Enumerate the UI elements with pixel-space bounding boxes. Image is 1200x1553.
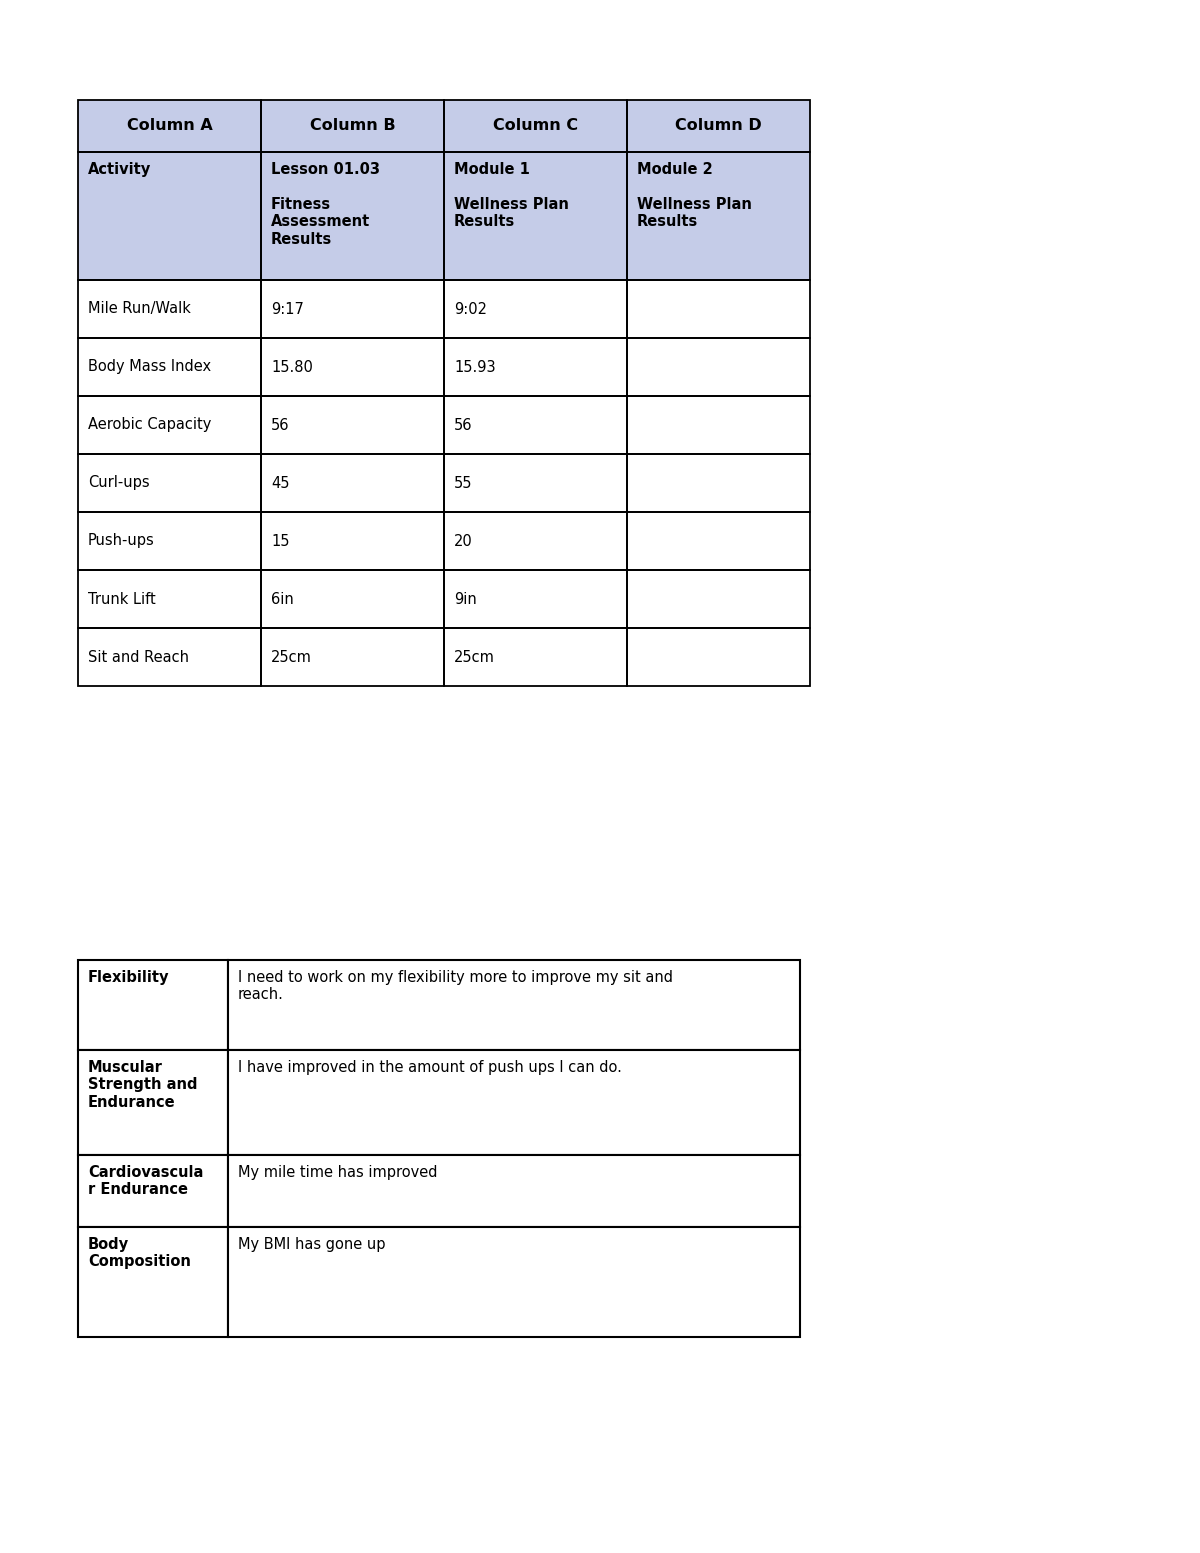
Bar (628, 99, 810, 152)
Bar (262, 453, 444, 512)
Bar (78, 453, 262, 512)
Text: Push-ups: Push-ups (88, 534, 155, 548)
Bar (262, 99, 444, 152)
Text: 9:02: 9:02 (454, 301, 487, 317)
Text: 6in: 6in (271, 592, 294, 607)
Bar (78, 152, 262, 280)
Bar (78, 1155, 228, 1227)
Text: 56: 56 (271, 418, 289, 432)
Bar (628, 627, 810, 686)
Text: Column B: Column B (310, 118, 395, 134)
Bar (262, 396, 444, 453)
Text: Sit and Reach: Sit and Reach (88, 649, 190, 665)
Text: Column A: Column A (127, 118, 212, 134)
Bar (628, 512, 810, 570)
Bar (78, 570, 262, 627)
Text: Muscular
Strength and
Endurance: Muscular Strength and Endurance (88, 1061, 198, 1110)
Bar (444, 570, 628, 627)
Bar (262, 627, 444, 686)
Text: Column C: Column C (493, 118, 578, 134)
Text: 15: 15 (271, 534, 289, 548)
Text: Body
Composition: Body Composition (88, 1238, 191, 1269)
Text: Trunk Lift: Trunk Lift (88, 592, 156, 607)
Bar (228, 1050, 800, 1155)
Text: Aerobic Capacity: Aerobic Capacity (88, 418, 211, 432)
Text: Mile Run/Walk: Mile Run/Walk (88, 301, 191, 317)
Bar (628, 280, 810, 339)
Bar (262, 152, 444, 280)
Bar (78, 339, 262, 396)
Text: 45: 45 (271, 475, 289, 491)
Text: Activity: Activity (88, 162, 151, 177)
Text: Column D: Column D (676, 118, 762, 134)
Bar (262, 339, 444, 396)
Text: 15.80: 15.80 (271, 359, 313, 374)
Bar (78, 960, 228, 1050)
Bar (228, 1155, 800, 1227)
Bar (78, 1227, 228, 1337)
Bar (444, 280, 628, 339)
Bar (228, 960, 800, 1050)
Bar (78, 396, 262, 453)
Bar (444, 396, 628, 453)
Bar (628, 152, 810, 280)
Bar (444, 99, 628, 152)
Bar (628, 570, 810, 627)
Bar (444, 99, 628, 152)
Text: 20: 20 (454, 534, 473, 548)
Bar (262, 570, 444, 627)
Text: I need to work on my flexibility more to improve my sit and
reach.: I need to work on my flexibility more to… (238, 971, 673, 1002)
Bar (628, 339, 810, 396)
Bar (78, 99, 262, 152)
Text: Cardiovascula
r Endurance: Cardiovascula r Endurance (88, 1165, 203, 1197)
Bar (78, 99, 262, 152)
Text: 9in: 9in (454, 592, 476, 607)
Bar (628, 396, 810, 453)
Text: My BMI has gone up: My BMI has gone up (238, 1238, 385, 1252)
Bar (262, 280, 444, 339)
Bar (262, 512, 444, 570)
Text: Curl-ups: Curl-ups (88, 475, 150, 491)
Bar (444, 339, 628, 396)
Text: Lesson 01.03

Fitness
Assessment
Results: Lesson 01.03 Fitness Assessment Results (271, 162, 380, 247)
Bar (444, 627, 628, 686)
Text: Module 1

Wellness Plan
Results: Module 1 Wellness Plan Results (454, 162, 569, 230)
Text: 56: 56 (454, 418, 473, 432)
Bar (444, 512, 628, 570)
Text: 15.93: 15.93 (454, 359, 496, 374)
Bar (262, 152, 444, 280)
Text: Flexibility: Flexibility (88, 971, 169, 985)
Bar (228, 1227, 800, 1337)
Bar (628, 99, 810, 152)
Bar (444, 453, 628, 512)
Text: 25cm: 25cm (454, 649, 494, 665)
Text: My mile time has improved: My mile time has improved (238, 1165, 438, 1180)
Bar (444, 152, 628, 280)
Bar (78, 1050, 228, 1155)
Bar (628, 453, 810, 512)
Bar (78, 627, 262, 686)
Bar (78, 152, 262, 280)
Text: 55: 55 (454, 475, 473, 491)
Bar (262, 99, 444, 152)
Text: 25cm: 25cm (271, 649, 312, 665)
Bar (78, 512, 262, 570)
Bar (444, 152, 628, 280)
Bar (78, 280, 262, 339)
Text: I have improved in the amount of push ups I can do.: I have improved in the amount of push up… (238, 1061, 622, 1075)
Text: Body Mass Index: Body Mass Index (88, 359, 211, 374)
Text: Module 2

Wellness Plan
Results: Module 2 Wellness Plan Results (637, 162, 752, 230)
Text: 9:17: 9:17 (271, 301, 304, 317)
Bar (628, 152, 810, 280)
